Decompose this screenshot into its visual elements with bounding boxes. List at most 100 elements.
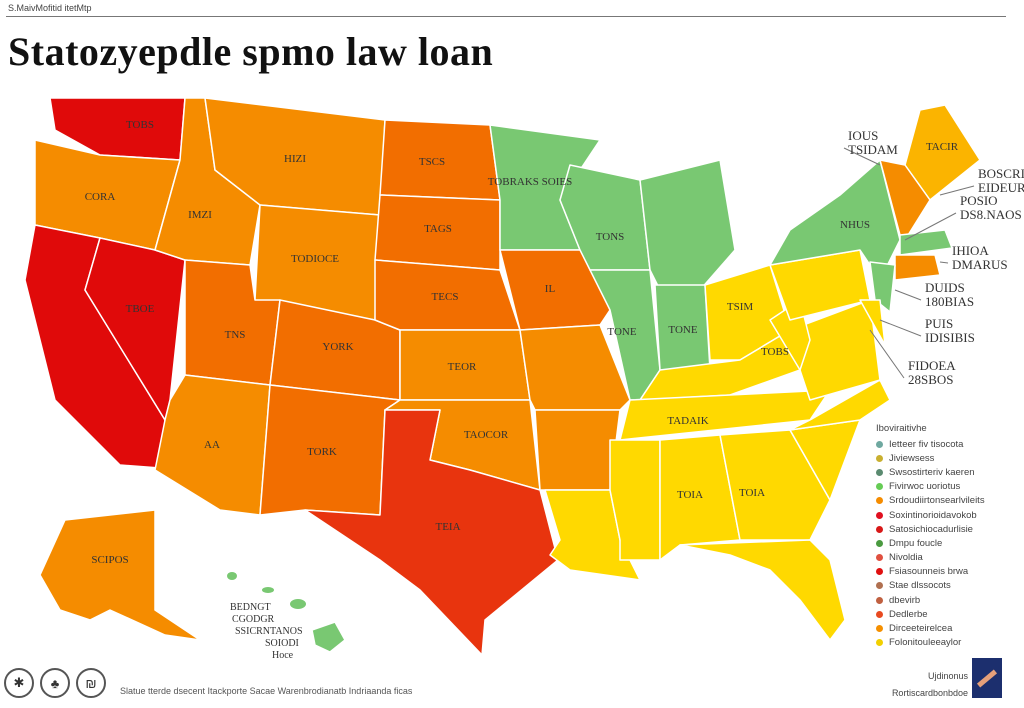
badge-icon: ₪: [76, 668, 106, 698]
legend: Iboviraitivhe Ietteer fiv tisocota Jiview…: [876, 423, 985, 650]
state-mi[interactable]: [639, 159, 736, 291]
legend-swatch: [876, 625, 883, 633]
legend-label: dbevirb: [889, 594, 921, 606]
state-label-va: TOBS: [761, 346, 789, 358]
callout-label: 180BIAS: [925, 294, 974, 309]
state-label-mt: HIZI: [284, 153, 306, 165]
callout-label: TSIDAM: [848, 142, 898, 157]
legend-swatch: [876, 440, 883, 448]
state-fl[interactable]: [679, 539, 846, 641]
state-tn[interactable]: [619, 389, 831, 441]
legend-item: Dedlerbe: [876, 607, 985, 621]
state-label-ok: TAOCOR: [464, 429, 509, 441]
legend-label: Fivirwoc uoriotus: [889, 481, 961, 493]
legend-swatch: [876, 596, 883, 604]
state-label-az: AA: [204, 439, 220, 451]
legend-item: Nivoldia: [876, 551, 985, 565]
hawaii-label: SSICRNTANOS: [235, 626, 303, 637]
legend-swatch: [876, 525, 883, 533]
callout-label: DUIDS: [925, 280, 965, 295]
hawaii-label: SOIODI: [265, 638, 299, 649]
legend-item: Fivirwoc uoriotus: [876, 480, 985, 494]
state-label-ak: SCIPOS: [91, 554, 128, 566]
brand-line-1: Ujdinonus: [927, 671, 968, 681]
tree-icon: ♣: [40, 668, 70, 698]
legend-item: Jiviewsess: [876, 451, 985, 465]
legend-label: Jiviewsess: [889, 452, 935, 464]
state-nc[interactable]: [789, 379, 891, 431]
state-label-nd: TSCS: [419, 156, 445, 168]
legend-item: Satosichiocadurlisie: [876, 522, 985, 536]
state-al[interactable]: [659, 434, 741, 561]
state-me[interactable]: [904, 104, 981, 201]
callout-label: BOSCRIO: [978, 166, 1024, 181]
legend-item: Dmpu foucle: [876, 536, 985, 550]
state-ia[interactable]: [499, 249, 611, 331]
divider: [6, 16, 1006, 17]
state-hi[interactable]: [311, 621, 346, 653]
state-ma[interactable]: [899, 229, 953, 256]
callout-label: EIDEURS: [978, 180, 1024, 195]
legend-swatch: [876, 610, 883, 618]
callout-line: [843, 147, 881, 166]
callout-line: [939, 185, 975, 196]
state-label-ut: TNS: [225, 329, 246, 341]
callout-label: DS8.NAOS: [960, 207, 1022, 222]
legend-swatch: [876, 468, 883, 476]
legend-label: Dedlerbe: [889, 608, 928, 620]
state-label-nm: TORK: [307, 446, 337, 458]
tool-icon: ✱: [4, 668, 34, 698]
legend-label: Soxintinorioidavokob: [889, 509, 977, 521]
legend-label: Stae dlssocots: [889, 580, 951, 592]
legend-label: Ietteer fiv tisocota: [889, 438, 964, 450]
state-label-mn: TOBRAKS SOIES: [488, 176, 572, 188]
legend-label: Nivoldia: [889, 552, 923, 564]
legend-swatch: [876, 497, 883, 505]
legend-swatch: [876, 554, 883, 562]
state-label-wa: TOBS: [126, 119, 154, 131]
legend-swatch: [876, 454, 883, 462]
legend-item: Fsiasounneis brwa: [876, 565, 985, 579]
legend-swatch: [876, 582, 883, 590]
page-title: Statozyepdle spmo law loan: [8, 29, 494, 74]
legend-swatch: [876, 639, 883, 647]
state-label-sd: TAGS: [424, 223, 452, 235]
legend-item: Folonitouleeaylor: [876, 636, 985, 650]
state-nh[interactable]: [879, 159, 931, 241]
callout-label: PUIS: [925, 316, 953, 331]
legend-swatch: [876, 568, 883, 576]
state-md[interactable]: [859, 299, 886, 346]
legend-label: Dmpu foucle: [889, 537, 943, 549]
callout-label: FIDOEA: [908, 358, 956, 373]
callout-label: IHIOA: [952, 243, 989, 258]
state-ct[interactable]: [894, 254, 941, 281]
state-ar[interactable]: [534, 409, 621, 491]
legend-item: Swsostirteriv kaeren: [876, 465, 985, 479]
legend-item: Srdoudiirtonsearlvileits: [876, 494, 985, 508]
state-label-wy: TODIOCE: [291, 253, 339, 265]
legend-item: Ietteer fiv tisocota: [876, 437, 985, 451]
hawaii-label: CGODGR: [232, 614, 275, 625]
state-label-oh: TSIM: [727, 301, 754, 313]
callout-label: IOUS: [848, 128, 878, 143]
footer-note: Slatue tterde dsecent Itackporte Sacae W…: [120, 686, 413, 696]
legend-label: Swsostirteriv kaeren: [889, 466, 975, 478]
state-tx[interactable]: [304, 409, 559, 656]
legend-label: Srdoudiirtonsearlvileits: [889, 495, 985, 507]
legend-item: Stae dlssocots: [876, 579, 985, 593]
logo-badge: [972, 658, 1002, 698]
legend-item: Soxintinorioidavokob: [876, 508, 985, 522]
state-label-ia: IL: [545, 283, 556, 295]
callout-line: [939, 261, 949, 264]
callout-line: [894, 289, 922, 301]
callout-label: POSIO: [960, 193, 998, 208]
legend-label: Satosichiocadurlisie: [889, 523, 973, 535]
callout-line: [879, 319, 922, 337]
legend-swatch: [876, 539, 883, 547]
state-ak[interactable]: [39, 509, 201, 641]
state-label-or: CORA: [85, 191, 116, 203]
callout-label: IDISIBIS: [925, 330, 975, 345]
state-label-ga: TOIA: [739, 487, 765, 499]
state-ga[interactable]: [719, 429, 831, 541]
callout-label: DMARUS: [952, 257, 1008, 272]
